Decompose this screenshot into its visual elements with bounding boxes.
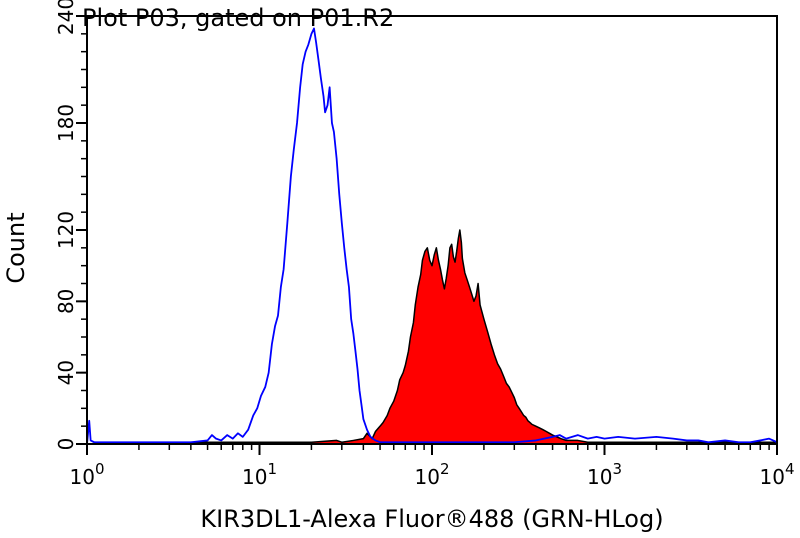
- y-tick-label: 180: [54, 104, 78, 142]
- x-tick-label: 103: [587, 460, 622, 489]
- y-axis: 0 40 80 120 180 240: [54, 0, 87, 450]
- x-tick-label: 102: [415, 460, 450, 489]
- x-axis-label: KIR3DL1-Alexa Fluor®488 (GRN-HLog): [200, 505, 663, 533]
- y-axis-label: Count: [2, 212, 30, 283]
- x-tick-label: 101: [242, 460, 277, 489]
- x-tick-label: 104: [760, 460, 795, 489]
- x-axis: 100 101 102 103 104: [70, 444, 795, 489]
- outline-histogram-series: [86, 27, 778, 445]
- y-tick-label: 80: [54, 289, 78, 314]
- filled-histogram-series: [86, 229, 778, 445]
- y-tick-label: 240: [54, 0, 78, 35]
- y-tick-label: 40: [54, 360, 78, 385]
- x-tick-label: 100: [70, 460, 105, 489]
- chart-title: Plot P03, gated on P01.R2: [82, 4, 394, 32]
- y-tick-label: 120: [54, 211, 78, 249]
- y-tick-label: 0: [54, 438, 78, 451]
- plot-area: [86, 27, 778, 445]
